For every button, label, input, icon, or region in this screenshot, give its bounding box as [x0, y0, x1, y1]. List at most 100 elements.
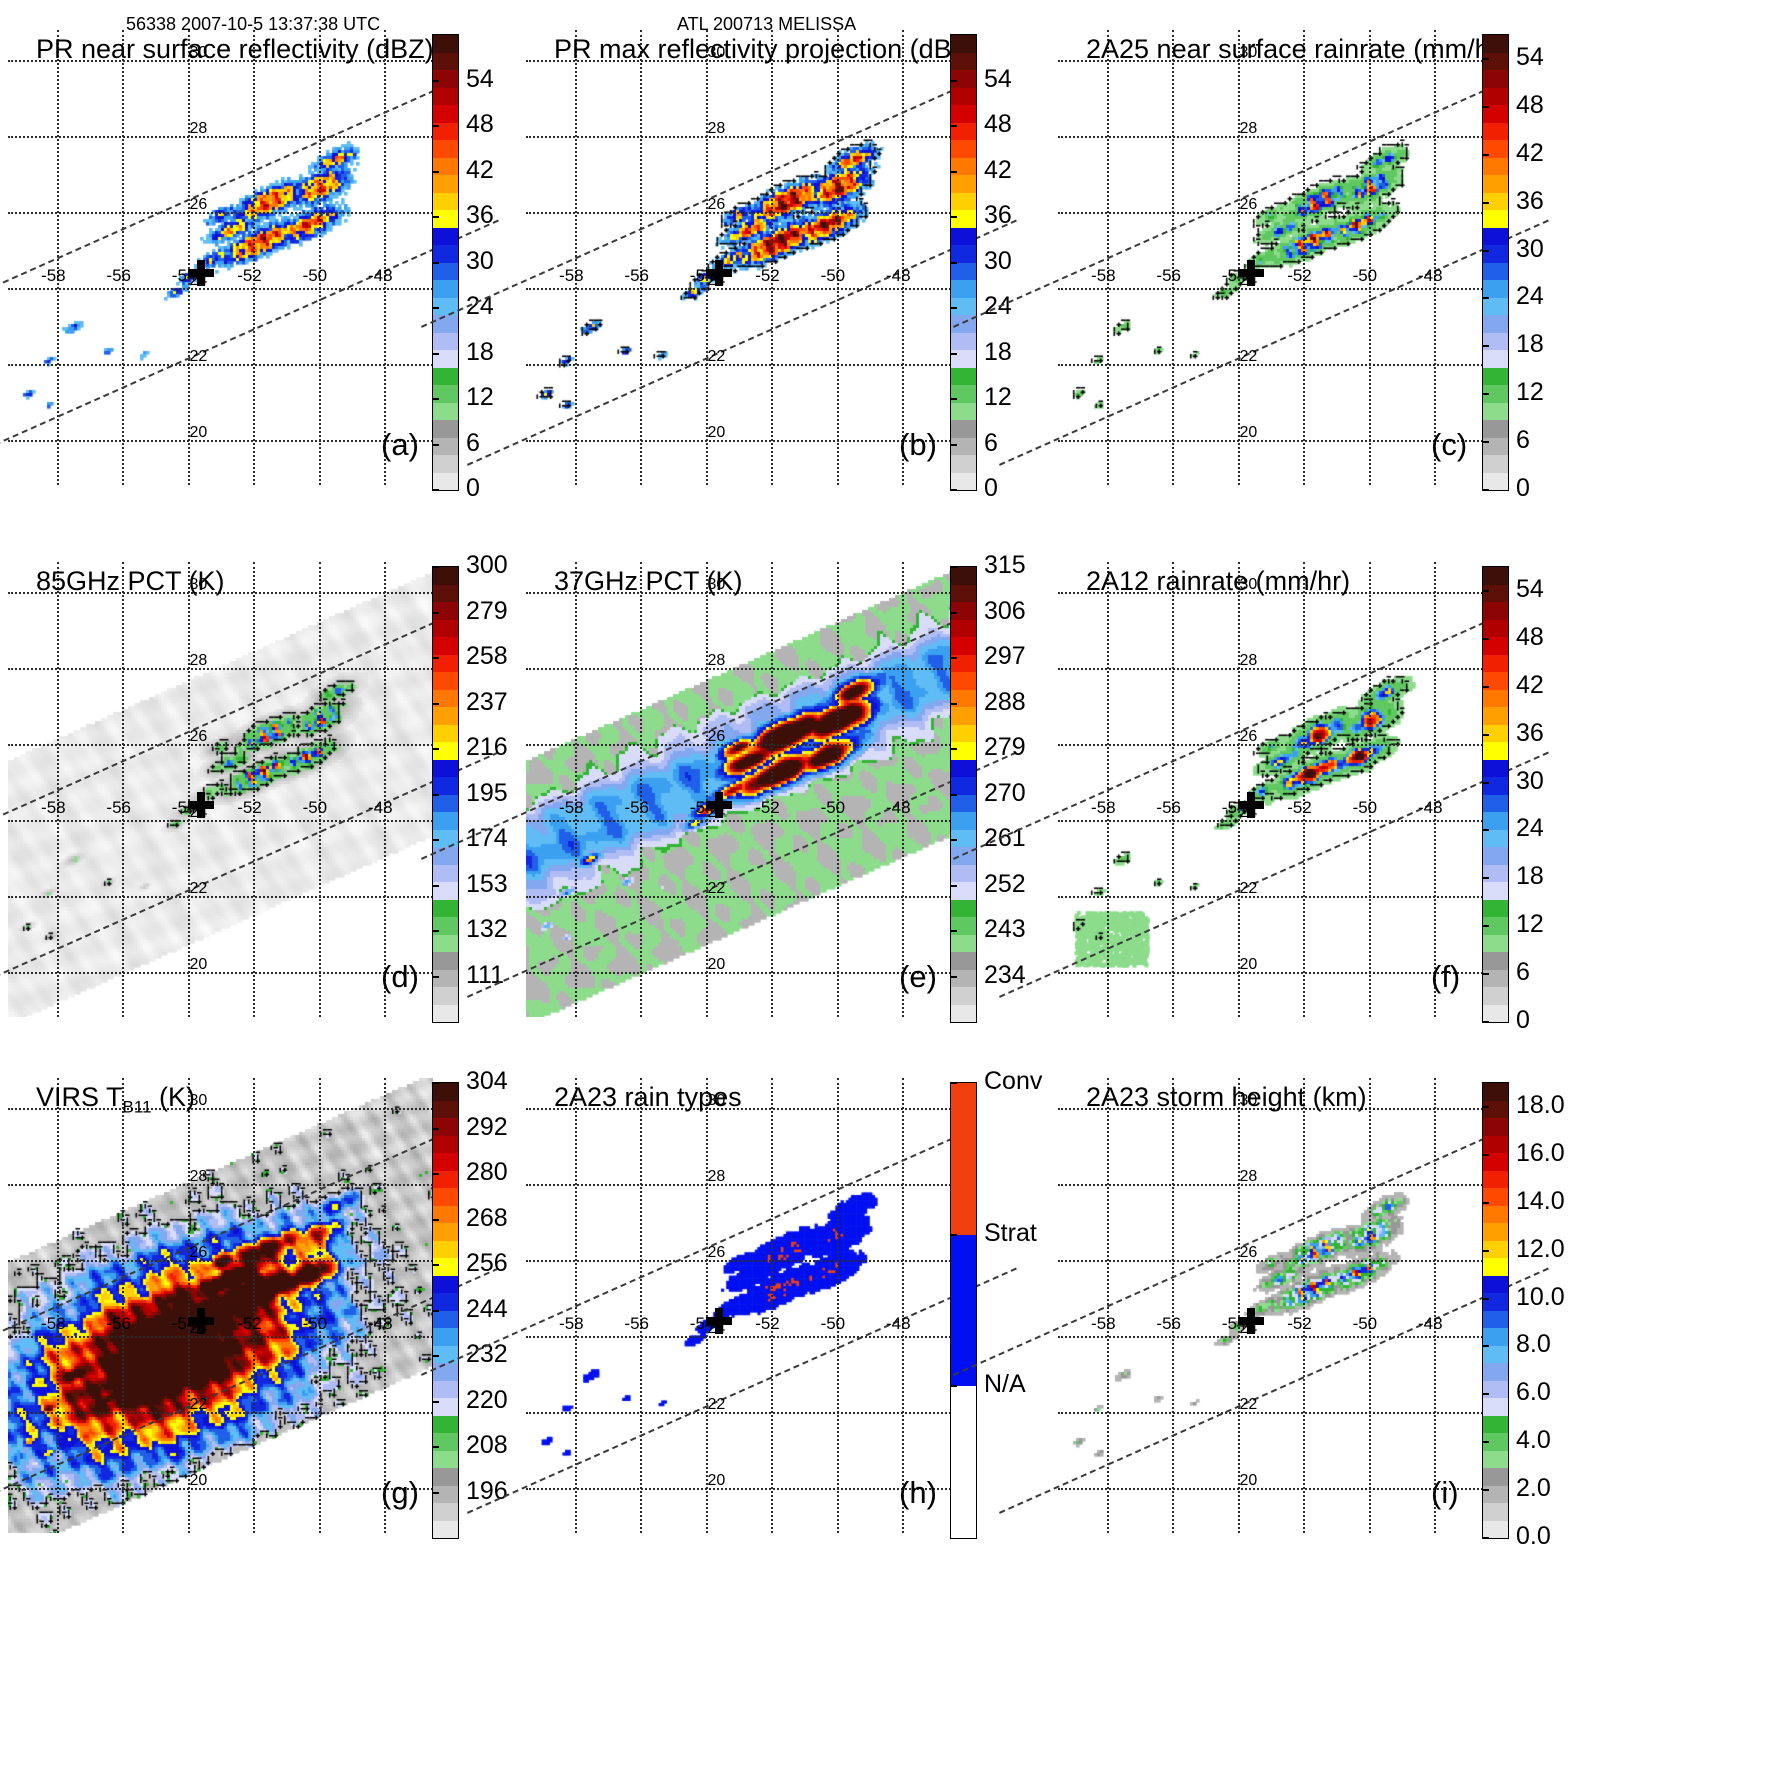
colorbar-label: 8.0 [1516, 1330, 1551, 1359]
colorbar-tick [950, 489, 957, 491]
plot-area-f[interactable] [1058, 562, 1483, 1017]
panel-title-g: VIRS TB11 (K) [36, 1082, 195, 1121]
colorbar-label: 195 [466, 778, 508, 807]
panel-title-h: 2A23 rain types [554, 1081, 742, 1112]
colorbar-segment [1483, 1310, 1508, 1328]
lat-tick-label: 26 [1239, 1244, 1258, 1261]
colorbar-segment [1483, 455, 1508, 473]
colorbar-segment [1483, 1170, 1508, 1188]
colorbar-g[interactable] [432, 1082, 459, 1539]
colorbar-tick [950, 352, 957, 355]
plot-area-g[interactable] [8, 1078, 433, 1533]
colorbar-segment [433, 210, 458, 228]
plot-area-i[interactable] [1058, 1078, 1483, 1533]
colorbar-segment [1483, 899, 1508, 917]
panel-b: -58 -56 -54 -52 -50 -48 30 28 26 24 22 20 PR max ref… [421, 30, 1018, 485]
colorbar-label: Strat [984, 1218, 1037, 1247]
lat-tick-label: 30 [189, 576, 208, 594]
colorbar-label: 174 [466, 824, 508, 852]
lon-tick-label: -48 [1417, 265, 1443, 285]
colorbar-label: 256 [466, 1249, 508, 1277]
lat-tick-label: 26 [1239, 196, 1258, 213]
colorbar-tick [950, 839, 957, 841]
gridline-lon [187, 1078, 190, 1533]
colorbar-segment [951, 87, 976, 105]
storm-center-marker [1237, 1307, 1264, 1334]
gridline-lon [1107, 1078, 1110, 1533]
plot-area-a[interactable] [8, 30, 433, 485]
lat-tick-label: 22 [707, 347, 726, 365]
lat-tick-label: 26 [707, 196, 726, 213]
colorbar-d[interactable] [432, 566, 459, 1023]
colorbar-tick [432, 307, 439, 309]
colorbar-label: 48 [1516, 90, 1544, 119]
raster-e [526, 562, 951, 1017]
panel-letter-a: (a) [381, 427, 419, 462]
colorbar-tick [432, 1355, 439, 1357]
colorbar-segment [1483, 140, 1508, 158]
colorbar-segment [1483, 1415, 1508, 1433]
panel-title-c: 2A25 near surface rainrate (mm/hr) [1086, 33, 1508, 64]
colorbar-c[interactable] [1482, 34, 1509, 491]
colorbar-label: 54 [1516, 42, 1544, 71]
plot-area-e[interactable] [526, 562, 951, 1017]
colorbar-segment [1483, 245, 1508, 263]
colorbar-label: 280 [466, 1158, 508, 1186]
gridline-lon [705, 1078, 708, 1533]
colorbar-segment [433, 602, 458, 620]
plot-area-h[interactable] [526, 1078, 951, 1533]
colorbar-tick [1482, 685, 1489, 688]
panel-c: -58 -56 -54 -52 -50 -48 30 28 26 24 22 20 2A25 near … [953, 30, 1550, 485]
colorbar-segment [1483, 1004, 1508, 1022]
colorbar-h[interactable] [950, 1082, 977, 1539]
lat-tick-label: 22 [189, 879, 208, 897]
gridline-lat [526, 60, 951, 63]
colorbar-label: Conv [984, 1067, 1043, 1095]
gridline-lat [526, 439, 951, 442]
plot-area-b[interactable] [526, 30, 951, 485]
colorbar-segment [1483, 1223, 1508, 1241]
colorbar-label: 111 [466, 960, 505, 989]
colorbar-tick [432, 352, 439, 355]
gridline-lat [8, 363, 433, 366]
colorbar-label: 208 [466, 1431, 508, 1459]
panel-letter-h: (h) [899, 1475, 937, 1510]
colorbar-label: 30 [1516, 234, 1544, 263]
colorbar-segment [433, 759, 458, 777]
panel-title-i: 2A23 storm height (km) [1086, 1081, 1367, 1112]
colorbar-segment [433, 402, 458, 420]
colorbar-segment [433, 437, 458, 455]
colorbar-segment [1483, 847, 1508, 865]
colorbar-tick [1482, 1249, 1489, 1252]
panel-f: -58 -56 -54 -52 -50 -48 30 28 26 24 22 20 2A12 rainr… [953, 562, 1550, 1017]
colorbar-label: 279 [466, 596, 508, 625]
gridline-lat [8, 1184, 433, 1187]
colorbar-segment [951, 350, 976, 368]
colorbar-segment [1483, 794, 1508, 812]
colorbar-label: 30 [466, 246, 494, 275]
colorbar-segment [951, 777, 976, 795]
colorbar-segment [951, 689, 976, 707]
colorbar-segment [433, 297, 458, 315]
colorbar-tick [432, 884, 439, 887]
colorbar-f[interactable] [1482, 566, 1509, 1023]
colorbar-tick [950, 443, 957, 446]
colorbar-segment [1483, 1293, 1508, 1311]
colorbar-label: 237 [466, 687, 508, 716]
plot-area-d[interactable] [8, 562, 433, 1017]
gridline-lat [8, 136, 433, 139]
colorbar-label: 6 [1516, 958, 1530, 987]
colorbar-label: 216 [466, 733, 508, 761]
colorbar-tick [432, 1127, 439, 1130]
panel-title-a: PR near surface reflectivity (dBZ) [36, 33, 434, 64]
colorbar-tick [950, 1385, 957, 1388]
colorbar-i[interactable] [1482, 1082, 1509, 1539]
gridline-lat [1058, 744, 1483, 746]
plot-area-c[interactable] [1058, 30, 1483, 485]
colorbar-label: 10.0 [1516, 1282, 1565, 1311]
gridline-lat [1058, 363, 1483, 366]
gridline-lat [526, 1335, 951, 1338]
colorbar-segment [433, 472, 458, 490]
colorbar-segment [1483, 987, 1508, 1005]
